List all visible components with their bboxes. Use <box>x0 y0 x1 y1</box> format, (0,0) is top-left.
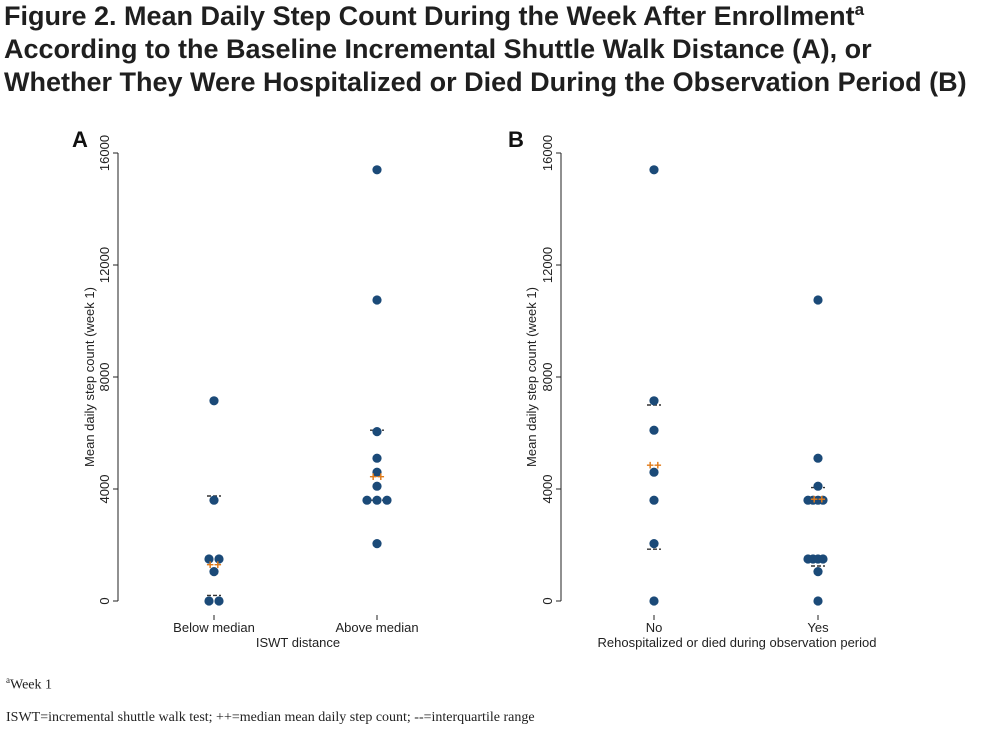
data-point <box>214 596 224 606</box>
data-point <box>813 295 823 305</box>
figure-title-line2: According to the Baseline Incremental Sh… <box>4 34 872 64</box>
data-point <box>214 554 224 564</box>
data-point <box>204 596 214 606</box>
data-point <box>372 453 382 463</box>
data-point <box>813 596 823 606</box>
data-point <box>382 495 392 505</box>
data-point <box>813 453 823 463</box>
y-tick-label: 0 <box>97 597 112 604</box>
y-axis-title: Mean daily step count (week 1) <box>524 287 539 467</box>
x-axis-title: ISWT distance <box>256 635 340 650</box>
y-tick-label: 12000 <box>97 247 112 283</box>
figure-title-line1: Figure 2. Mean Daily Step Count During t… <box>4 1 855 31</box>
y-tick-label: 12000 <box>540 247 555 283</box>
y-tick-label: 0 <box>540 597 555 604</box>
data-point <box>649 539 659 549</box>
median-marker: ++ <box>369 469 385 484</box>
figure-title: Figure 2. Mean Daily Step Count During t… <box>4 0 996 99</box>
x-tick-label: No <box>646 620 663 635</box>
panel-label: B <box>508 127 524 152</box>
data-point <box>813 567 823 577</box>
data-point <box>649 495 659 505</box>
data-point <box>649 425 659 435</box>
x-axis-title: Rehospitalized or died during observatio… <box>598 635 877 650</box>
data-point <box>649 596 659 606</box>
data-point <box>372 495 382 505</box>
y-tick-label: 4000 <box>540 475 555 504</box>
x-tick-label: Yes <box>807 620 829 635</box>
data-point <box>649 396 659 406</box>
data-point <box>204 554 214 564</box>
panel-a: A 0 4000 8000 12000 16000 Mean daily step coun… <box>72 127 419 650</box>
x-tick-label: Above median <box>335 620 418 635</box>
data-point <box>818 495 828 505</box>
data-point <box>372 539 382 549</box>
panel-label: A <box>72 127 88 152</box>
median-marker: ++ <box>810 491 826 506</box>
panel-b: B 0 4000 8000 12000 16000 Mean daily step coun… <box>508 127 876 650</box>
y-tick-label: 16000 <box>97 135 112 171</box>
median-marker: ++ <box>206 557 222 572</box>
data-point <box>372 165 382 175</box>
median-marker: ++ <box>646 458 662 473</box>
y-tick-label: 8000 <box>97 363 112 392</box>
footnote-week-mark: a <box>6 675 10 685</box>
data-point <box>649 165 659 175</box>
y-tick-label: 16000 <box>540 135 555 171</box>
data-point <box>209 495 219 505</box>
data-point <box>372 481 382 491</box>
data-point <box>649 467 659 477</box>
figure-title-line3: Whether They Were Hospitalized or Died D… <box>4 67 967 97</box>
data-point <box>818 554 828 564</box>
y-tick-label: 8000 <box>540 363 555 392</box>
figure-title-footnote-mark: a <box>854 0 865 19</box>
data-point <box>209 567 219 577</box>
footnote-week-text: Week 1 <box>10 677 53 693</box>
footnote-abbreviations: ISWT=incremental shuttle walk test; ++=m… <box>6 710 535 725</box>
data-point <box>372 427 382 437</box>
data-point <box>209 396 219 406</box>
x-tick-label: Below median <box>173 620 255 635</box>
footnote-week: aWeek 1 <box>6 675 52 694</box>
data-point <box>813 481 823 491</box>
y-tick-label: 4000 <box>97 475 112 504</box>
data-point <box>372 295 382 305</box>
data-point <box>362 495 372 505</box>
data-point <box>372 467 382 477</box>
y-axis-title: Mean daily step count (week 1) <box>82 287 97 467</box>
